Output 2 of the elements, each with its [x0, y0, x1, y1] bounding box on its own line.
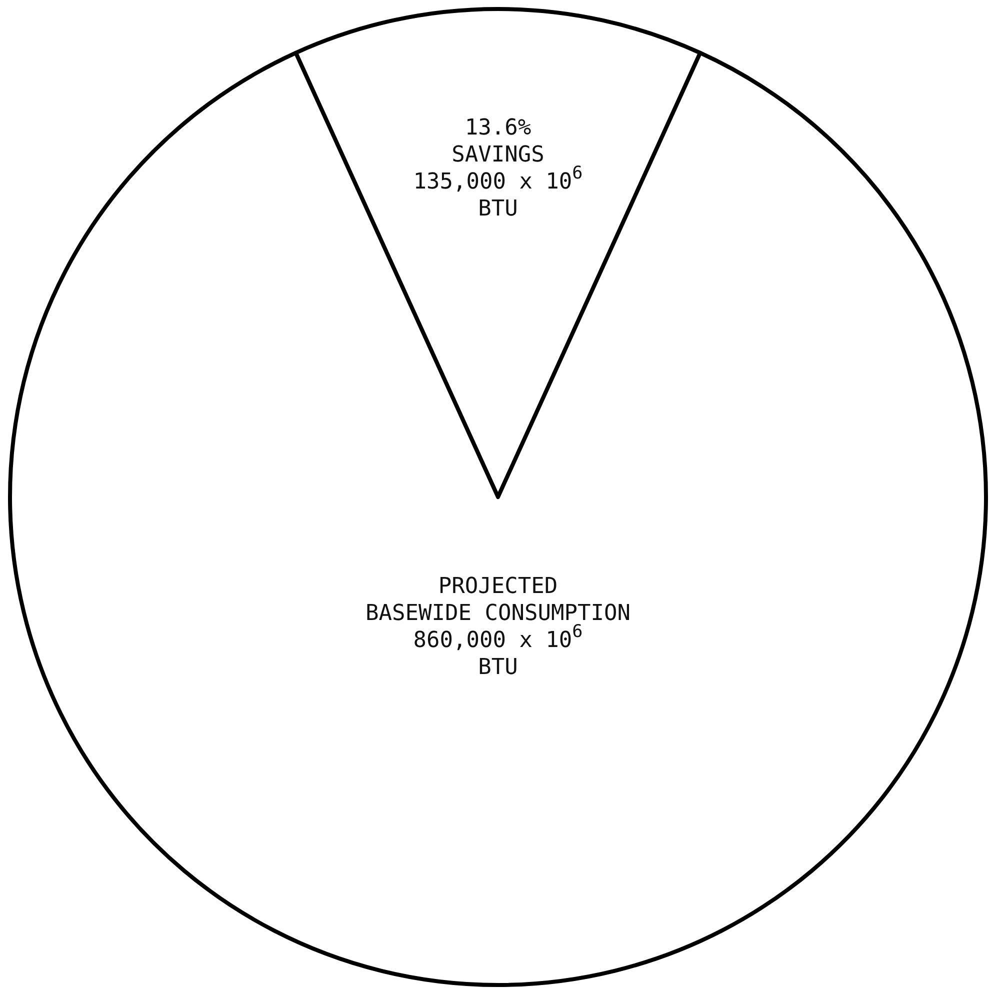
data-label: 13.6%	[464, 115, 532, 140]
text: 860,000 x 10$^{6}$ BTU	[413, 622, 583, 680]
